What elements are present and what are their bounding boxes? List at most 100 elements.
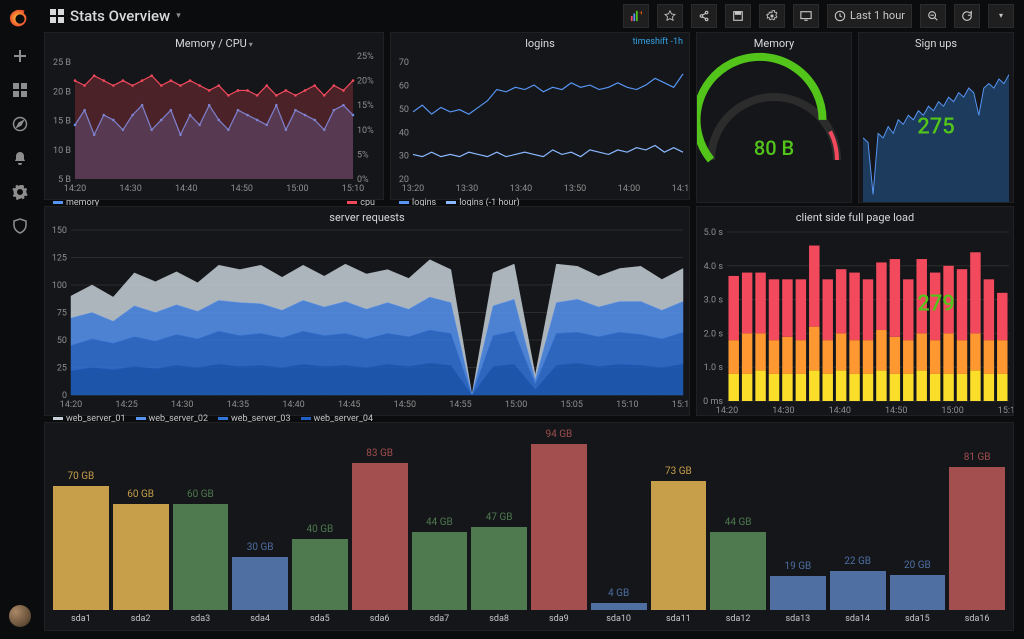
svg-text:3.0 s: 3.0 s bbox=[704, 295, 724, 305]
disk-usage-chart[interactable]: 70 GB60 GB60 GB30 GB40 GB83 GB44 GB47 GB… bbox=[45, 423, 1013, 612]
dashboard-grid-icon bbox=[50, 9, 64, 23]
refresh-button[interactable] bbox=[954, 4, 980, 28]
svg-text:50: 50 bbox=[57, 336, 67, 346]
disk-bar-value: 20 GB bbox=[904, 560, 931, 571]
disk-bar[interactable]: 20 GB bbox=[890, 560, 946, 610]
svg-text:15:00: 15:00 bbox=[941, 406, 963, 415]
svg-text:14:40: 14:40 bbox=[175, 184, 197, 193]
page-load-chart[interactable]: 0 ms1.0 s2.0 s3.0 s4.0 s5.0 s14:2014:301… bbox=[697, 226, 1013, 418]
signups-panel: Sign ups 275 bbox=[858, 32, 1014, 203]
share-button[interactable] bbox=[691, 4, 717, 28]
svg-text:14:00: 14:00 bbox=[618, 184, 640, 193]
svg-text:40: 40 bbox=[399, 128, 409, 138]
panel-title: Sign ups bbox=[859, 33, 1013, 52]
svg-text:150: 150 bbox=[52, 226, 67, 236]
apps-icon[interactable] bbox=[12, 82, 28, 98]
tv-mode-button[interactable] bbox=[793, 4, 819, 28]
svg-text:14:10: 14:10 bbox=[672, 184, 689, 193]
svg-text:15:00: 15:00 bbox=[286, 184, 308, 193]
disk-x-label: sda15 bbox=[890, 614, 946, 624]
svg-text:14:20: 14:20 bbox=[64, 184, 86, 193]
time-range-label: Last 1 hour bbox=[850, 9, 905, 22]
svg-text:10 B: 10 B bbox=[53, 145, 71, 155]
svg-text:14:55: 14:55 bbox=[449, 400, 471, 409]
add-panel-button[interactable]: + bbox=[623, 4, 649, 28]
svg-text:100: 100 bbox=[52, 281, 67, 291]
svg-text:13:40: 13:40 bbox=[510, 184, 532, 193]
timeshift-label: timeshift -1h bbox=[633, 37, 683, 47]
svg-text:4.0 s: 4.0 s bbox=[704, 261, 724, 271]
grafana-logo-icon[interactable] bbox=[9, 8, 31, 30]
disk-bar[interactable]: 47 GB bbox=[471, 512, 527, 610]
svg-text:14:50: 14:50 bbox=[231, 184, 253, 193]
disk-bar[interactable]: 22 GB bbox=[830, 556, 886, 610]
user-avatar[interactable] bbox=[9, 605, 31, 627]
compass-icon[interactable] bbox=[12, 116, 28, 132]
svg-text:2.0 s: 2.0 s bbox=[704, 329, 724, 339]
svg-text:14:30: 14:30 bbox=[772, 406, 794, 415]
disk-bar-value: 30 GB bbox=[247, 542, 274, 553]
svg-text:125: 125 bbox=[52, 253, 67, 263]
disk-bar-value: 40 GB bbox=[306, 524, 333, 535]
refresh-interval-dropdown[interactable]: ▾ bbox=[988, 4, 1014, 28]
disk-bar[interactable]: 81 GB bbox=[949, 452, 1005, 610]
side-navigation bbox=[0, 0, 40, 639]
disk-bar[interactable]: 4 GB bbox=[591, 588, 647, 610]
memory-gauge-panel: Memory 80 B bbox=[696, 32, 852, 203]
gear-icon[interactable] bbox=[12, 184, 28, 200]
panel-title: Memory / CPU bbox=[175, 37, 247, 50]
svg-text:30: 30 bbox=[399, 151, 409, 161]
disk-bar[interactable]: 40 GB bbox=[292, 524, 348, 610]
disk-bar[interactable]: 60 GB bbox=[173, 489, 229, 610]
panel-title: server requests bbox=[45, 207, 689, 226]
logins-panel: loginstimeshift -1h 20304050607013:2013:… bbox=[390, 32, 690, 200]
save-button[interactable] bbox=[725, 4, 751, 28]
server-requests-chart[interactable]: 025507510012515014:2014:2514:3014:3514:4… bbox=[45, 226, 689, 412]
svg-text:13:20: 13:20 bbox=[402, 184, 424, 193]
disk-bar-value: 60 GB bbox=[127, 489, 154, 500]
memory-gauge[interactable]: 80 B bbox=[697, 52, 851, 202]
zoom-out-button[interactable] bbox=[920, 4, 946, 28]
svg-text:14:35: 14:35 bbox=[227, 400, 249, 409]
disk-bar[interactable]: 60 GB bbox=[113, 489, 169, 610]
disk-x-label: sda14 bbox=[830, 614, 886, 624]
disk-bar[interactable]: 94 GB bbox=[531, 429, 587, 610]
dashboard-title-group[interactable]: Stats Overview ▾ bbox=[50, 7, 181, 25]
disk-bar-value: 44 GB bbox=[725, 517, 752, 528]
disk-bar[interactable]: 70 GB bbox=[53, 471, 109, 610]
chevron-down-icon: ▾ bbox=[176, 11, 181, 21]
svg-text:25: 25 bbox=[57, 363, 67, 373]
svg-text:15:05: 15:05 bbox=[561, 400, 583, 409]
disk-x-label: sda8 bbox=[471, 614, 527, 624]
svg-text:50: 50 bbox=[399, 105, 409, 115]
disk-bar[interactable]: 44 GB bbox=[710, 517, 766, 610]
settings-button[interactable] bbox=[759, 4, 785, 28]
disk-x-label: sda1 bbox=[53, 614, 109, 624]
star-button[interactable] bbox=[657, 4, 683, 28]
disk-bar[interactable]: 30 GB bbox=[232, 542, 288, 610]
memory-cpu-chart[interactable]: 5 B10 B15 B20 B25 B0%5%10%15%20%25%14:20… bbox=[45, 52, 383, 196]
panel-title: Memory bbox=[697, 33, 851, 52]
time-range-picker[interactable]: Last 1 hour bbox=[827, 4, 912, 28]
disk-bar[interactable]: 19 GB bbox=[770, 561, 826, 610]
svg-text:15:10: 15:10 bbox=[616, 400, 638, 409]
svg-text:25%: 25% bbox=[357, 52, 374, 62]
disk-bar-value: 4 GB bbox=[608, 588, 629, 599]
disk-bar-value: 70 GB bbox=[67, 471, 94, 482]
disk-x-label: sda6 bbox=[352, 614, 408, 624]
disk-bar[interactable]: 83 GB bbox=[352, 448, 408, 610]
bell-icon[interactable] bbox=[12, 150, 28, 166]
svg-text:14:40: 14:40 bbox=[282, 400, 304, 409]
disk-x-label: sda5 bbox=[292, 614, 348, 624]
disk-x-label: sda16 bbox=[949, 614, 1005, 624]
disk-x-label: sda12 bbox=[710, 614, 766, 624]
dashboard-title: Stats Overview bbox=[70, 7, 170, 25]
disk-bar-value: 73 GB bbox=[665, 466, 692, 477]
plus-icon[interactable] bbox=[12, 48, 28, 64]
memory-cpu-panel: Memory / CPU▾ 5 B10 B15 B20 B25 B0%5%10%… bbox=[44, 32, 384, 200]
disk-bar[interactable]: 44 GB bbox=[412, 517, 468, 610]
shield-icon[interactable] bbox=[12, 218, 28, 234]
disk-bar-value: 22 GB bbox=[844, 556, 871, 567]
disk-bar[interactable]: 73 GB bbox=[651, 466, 707, 610]
logins-chart[interactable]: 20304050607013:2013:3013:4013:5014:0014:… bbox=[391, 52, 689, 196]
